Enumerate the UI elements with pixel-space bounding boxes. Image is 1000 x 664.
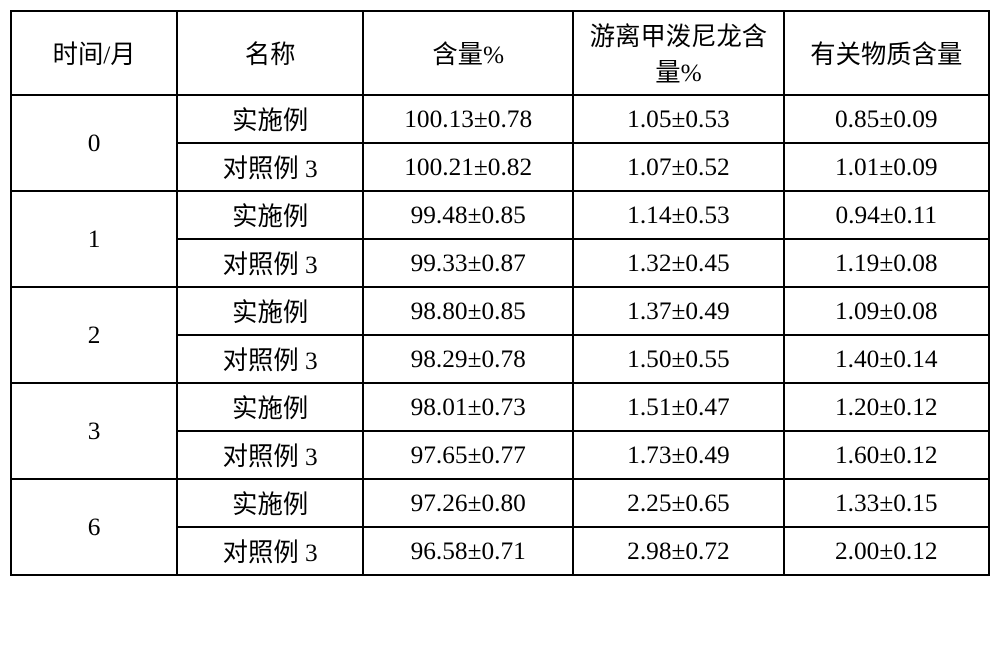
table-row: 1 实施例 99.48±0.85 1.14±0.53 0.94±0.11 — [11, 191, 989, 239]
table-row: 6 实施例 97.26±0.80 2.25±0.65 1.33±0.15 — [11, 479, 989, 527]
col-header-content: 含量% — [363, 11, 573, 95]
cell-name: 对照例 3 — [177, 527, 363, 575]
col-header-related: 有关物质含量 — [784, 11, 989, 95]
cell-related: 0.94±0.11 — [784, 191, 989, 239]
data-table: 时间/月 名称 含量% 游离甲泼尼龙含量% 有关物质含量 0 实施例 100.1… — [10, 10, 990, 576]
cell-related: 1.01±0.09 — [784, 143, 989, 191]
cell-time: 2 — [11, 287, 177, 383]
table-row: 3 实施例 98.01±0.73 1.51±0.47 1.20±0.12 — [11, 383, 989, 431]
col-header-free: 游离甲泼尼龙含量% — [573, 11, 783, 95]
cell-content: 100.21±0.82 — [363, 143, 573, 191]
cell-time: 6 — [11, 479, 177, 575]
cell-related: 1.19±0.08 — [784, 239, 989, 287]
cell-name: 对照例 3 — [177, 239, 363, 287]
cell-content: 98.29±0.78 — [363, 335, 573, 383]
cell-free: 1.05±0.53 — [573, 95, 783, 143]
cell-free: 1.14±0.53 — [573, 191, 783, 239]
col-header-time: 时间/月 — [11, 11, 177, 95]
cell-name: 实施例 — [177, 191, 363, 239]
cell-free: 1.32±0.45 — [573, 239, 783, 287]
cell-content: 100.13±0.78 — [363, 95, 573, 143]
cell-free: 1.73±0.49 — [573, 431, 783, 479]
cell-related: 0.85±0.09 — [784, 95, 989, 143]
cell-related: 1.33±0.15 — [784, 479, 989, 527]
cell-related: 1.40±0.14 — [784, 335, 989, 383]
cell-free: 1.50±0.55 — [573, 335, 783, 383]
cell-content: 96.58±0.71 — [363, 527, 573, 575]
col-header-name: 名称 — [177, 11, 363, 95]
table-header-row: 时间/月 名称 含量% 游离甲泼尼龙含量% 有关物质含量 — [11, 11, 989, 95]
cell-content: 97.26±0.80 — [363, 479, 573, 527]
table-body: 0 实施例 100.13±0.78 1.05±0.53 0.85±0.09 对照… — [11, 95, 989, 575]
cell-content: 99.33±0.87 — [363, 239, 573, 287]
cell-name: 实施例 — [177, 287, 363, 335]
cell-related: 1.60±0.12 — [784, 431, 989, 479]
cell-free: 1.37±0.49 — [573, 287, 783, 335]
table-row: 0 实施例 100.13±0.78 1.05±0.53 0.85±0.09 — [11, 95, 989, 143]
cell-time: 3 — [11, 383, 177, 479]
cell-content: 98.80±0.85 — [363, 287, 573, 335]
cell-related: 1.09±0.08 — [784, 287, 989, 335]
cell-content: 99.48±0.85 — [363, 191, 573, 239]
cell-name: 对照例 3 — [177, 143, 363, 191]
table-row: 2 实施例 98.80±0.85 1.37±0.49 1.09±0.08 — [11, 287, 989, 335]
cell-content: 97.65±0.77 — [363, 431, 573, 479]
cell-free: 1.07±0.52 — [573, 143, 783, 191]
cell-name: 对照例 3 — [177, 335, 363, 383]
cell-related: 2.00±0.12 — [784, 527, 989, 575]
cell-time: 1 — [11, 191, 177, 287]
cell-related: 1.20±0.12 — [784, 383, 989, 431]
cell-free: 1.51±0.47 — [573, 383, 783, 431]
cell-time: 0 — [11, 95, 177, 191]
cell-content: 98.01±0.73 — [363, 383, 573, 431]
cell-free: 2.25±0.65 — [573, 479, 783, 527]
cell-name: 实施例 — [177, 95, 363, 143]
cell-free: 2.98±0.72 — [573, 527, 783, 575]
cell-name: 实施例 — [177, 383, 363, 431]
cell-name: 对照例 3 — [177, 431, 363, 479]
cell-name: 实施例 — [177, 479, 363, 527]
